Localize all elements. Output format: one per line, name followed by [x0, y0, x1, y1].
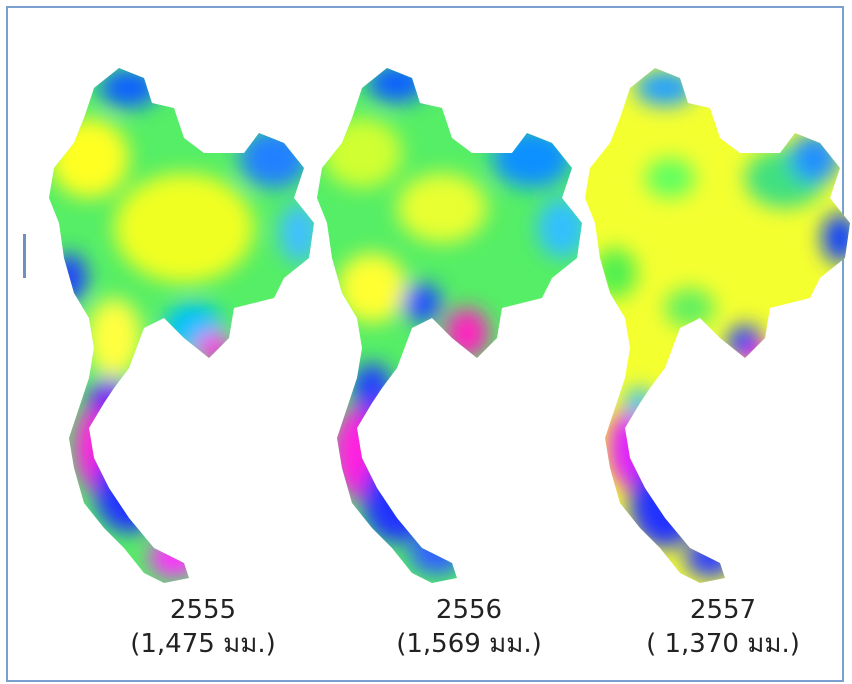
caption-2557: 2557 ( 1,370 มม.) [588, 593, 852, 661]
caption-year: 2555 [169, 595, 237, 625]
caption-year: 2556 [435, 595, 503, 625]
thailand-map-2556 [317, 68, 582, 583]
caption-2556: 2556 (1,569 มม.) [334, 593, 604, 661]
figure-frame: 2555 (1,475 มม.) 2556 (1,569 มม.) 2557 (… [6, 6, 850, 682]
rainfall-map-2557 [570, 58, 852, 603]
caption-2555: 2555 (1,475 มม.) [68, 593, 338, 661]
thailand-map-2557 [585, 68, 850, 583]
caption-rainfall: (1,569 มม.) [396, 629, 542, 659]
rainfall-map-2555 [34, 58, 324, 603]
caption-rainfall: (1,475 มม.) [130, 629, 276, 659]
cropped-edge-mark [23, 234, 26, 278]
rainfall-map-2556 [302, 58, 592, 603]
caption-year: 2557 [689, 595, 757, 625]
thailand-map-2555 [49, 68, 314, 583]
caption-rainfall: ( 1,370 มม.) [646, 629, 800, 659]
